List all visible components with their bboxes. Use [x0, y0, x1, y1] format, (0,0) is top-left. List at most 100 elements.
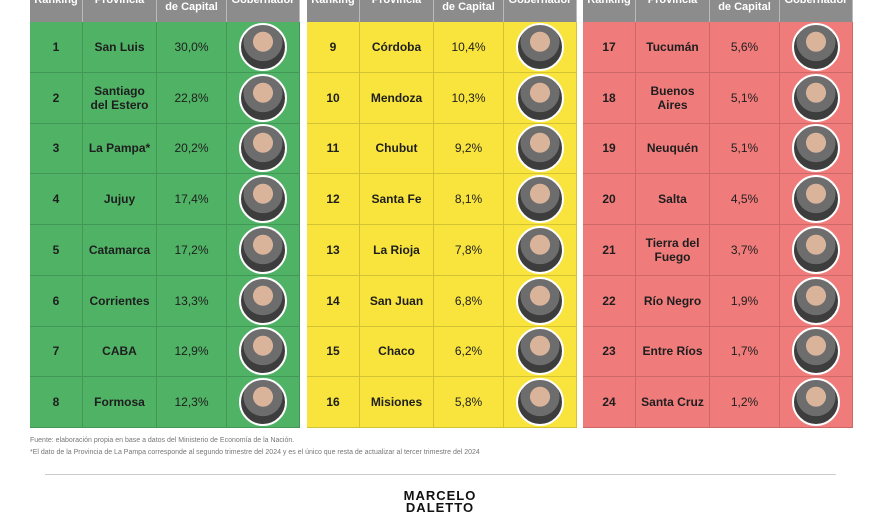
- rank: 5: [30, 225, 83, 276]
- divider: [45, 474, 836, 475]
- province: Salta: [636, 174, 710, 225]
- governor-cell: [504, 225, 577, 276]
- province: Mendoza: [360, 72, 434, 124]
- governor-photo: [792, 378, 840, 427]
- rank: 2: [30, 72, 83, 124]
- ranking-table: Ranking Provincia de Capital Gobernador 1 San…: [30, 0, 300, 428]
- governor-cell: [780, 275, 853, 327]
- rank: 7: [30, 326, 83, 378]
- governor-cell: [780, 377, 853, 428]
- governor-photo: [516, 225, 564, 274]
- source-note: Fuente: elaboración propia en base a dat…: [30, 437, 295, 444]
- header-row: Ranking Provincia de Capital Gobernador: [30, 0, 300, 22]
- table-row: 24 Santa Cruz 1,2%: [583, 377, 853, 428]
- header-cell: Provincia: [83, 0, 157, 22]
- rank: 14: [307, 275, 360, 327]
- governor-photo: [792, 327, 840, 376]
- rank: 10: [307, 72, 360, 124]
- table-row: 1 San Luis 30,0%: [30, 22, 300, 73]
- governor-cell: [227, 225, 300, 276]
- province: Córdoba: [360, 22, 434, 73]
- capital-share: 5,1%: [710, 72, 780, 124]
- header-cell: de Capital: [157, 0, 227, 22]
- province: Santa Cruz: [636, 377, 710, 428]
- table-row: 15 Chaco 6,2%: [307, 326, 577, 378]
- province: Jujuy: [83, 174, 157, 225]
- governor-photo: [239, 73, 287, 122]
- governor-cell: [227, 123, 300, 175]
- capital-share: 1,2%: [710, 377, 780, 428]
- rank: 1: [30, 22, 83, 73]
- capital-share: 9,2%: [434, 123, 504, 175]
- capital-share: 13,3%: [157, 275, 227, 327]
- governor-cell: [227, 174, 300, 225]
- province: Chaco: [360, 326, 434, 378]
- header-cell: Gobernador: [780, 0, 853, 22]
- rank: 19: [583, 123, 636, 175]
- header-row: Ranking Provincia de Capital Gobernador: [583, 0, 853, 22]
- capital-share: 6,2%: [434, 326, 504, 378]
- rank: 4: [30, 174, 83, 225]
- capital-share: 10,3%: [434, 72, 504, 124]
- governor-photo: [239, 124, 287, 173]
- governor-photo: [239, 378, 287, 427]
- capital-share: 22,8%: [157, 72, 227, 124]
- rank: 23: [583, 326, 636, 378]
- capital-share: 20,2%: [157, 123, 227, 175]
- capital-share: 17,2%: [157, 225, 227, 276]
- table-row: 6 Corrientes 13,3%: [30, 275, 300, 327]
- table-row: 22 Río Negro 1,9%: [583, 275, 853, 327]
- logo-line: DALETTO: [405, 500, 475, 515]
- governor-cell: [780, 22, 853, 73]
- governor-cell: [227, 72, 300, 124]
- capital-share: 8,1%: [434, 174, 504, 225]
- governor-photo: [516, 327, 564, 376]
- capital-share: 4,5%: [710, 174, 780, 225]
- rank: 15: [307, 326, 360, 378]
- governor-photo: [792, 22, 840, 71]
- capital-share: 5,6%: [710, 22, 780, 73]
- governor-photo: [792, 225, 840, 274]
- rank: 22: [583, 275, 636, 327]
- table-row: 10 Mendoza 10,3%: [307, 72, 577, 124]
- table-row: 8 Formosa 12,3%: [30, 377, 300, 428]
- capital-share: 5,8%: [434, 377, 504, 428]
- governor-cell: [504, 72, 577, 124]
- rank: 12: [307, 174, 360, 225]
- governor-photo: [792, 276, 840, 325]
- rank: 3: [30, 123, 83, 175]
- capital-share: 17,4%: [157, 174, 227, 225]
- header-cell: de Capital: [434, 0, 504, 22]
- rank: 8: [30, 377, 83, 428]
- capital-share: 30,0%: [157, 22, 227, 73]
- governor-cell: [504, 377, 577, 428]
- province: Santa Fe: [360, 174, 434, 225]
- governor-photo: [239, 276, 287, 325]
- province: San Luis: [83, 22, 157, 73]
- table-row: 23 Entre Ríos 1,7%: [583, 326, 853, 378]
- capital-share: 12,9%: [157, 326, 227, 378]
- rank: 24: [583, 377, 636, 428]
- capital-share: 12,3%: [157, 377, 227, 428]
- table-row: 9 Córdoba 10,4%: [307, 22, 577, 73]
- governor-cell: [504, 123, 577, 175]
- rank: 21: [583, 225, 636, 276]
- province: Santiago del Estero: [83, 72, 157, 124]
- governor-photo: [239, 327, 287, 376]
- capital-share: 1,9%: [710, 275, 780, 327]
- capital-share: 7,8%: [434, 225, 504, 276]
- governor-photo: [516, 276, 564, 325]
- governor-cell: [780, 123, 853, 175]
- province: Tierra del Fuego: [636, 225, 710, 276]
- capital-share: 6,8%: [434, 275, 504, 327]
- governor-cell: [227, 326, 300, 378]
- governor-cell: [504, 22, 577, 73]
- rank: 9: [307, 22, 360, 73]
- rank: 11: [307, 123, 360, 175]
- governor-cell: [227, 22, 300, 73]
- header-cell: Provincia: [636, 0, 710, 22]
- table-row: 7 CABA 12,9%: [30, 326, 300, 378]
- province: Buenos Aires: [636, 72, 710, 124]
- governor-photo: [516, 73, 564, 122]
- province: Río Negro: [636, 275, 710, 327]
